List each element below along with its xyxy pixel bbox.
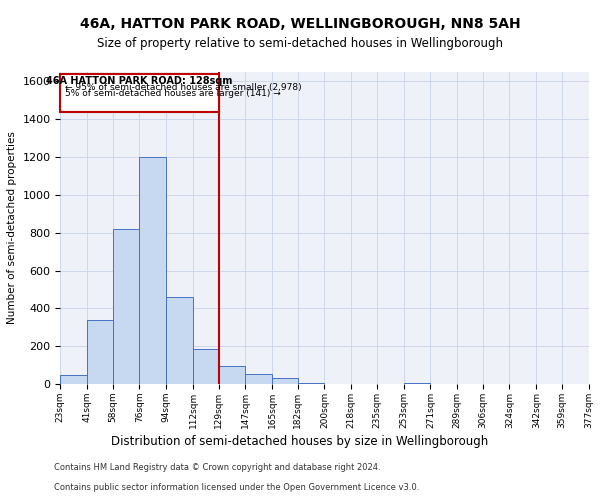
Text: ← 95% of semi-detached houses are smaller (2,978): ← 95% of semi-detached houses are smalle… — [65, 84, 301, 92]
Bar — [245, 374, 272, 384]
Bar — [139, 157, 166, 384]
Bar — [298, 383, 325, 384]
Bar — [113, 229, 139, 384]
Y-axis label: Number of semi-detached properties: Number of semi-detached properties — [7, 132, 17, 324]
Bar — [166, 297, 193, 384]
Bar — [61, 74, 218, 112]
Bar — [61, 374, 87, 384]
Bar — [87, 320, 113, 384]
Text: Distribution of semi-detached houses by size in Wellingborough: Distribution of semi-detached houses by … — [112, 435, 488, 448]
Text: Contains public sector information licensed under the Open Government Licence v3: Contains public sector information licen… — [54, 484, 419, 492]
Bar — [218, 366, 245, 384]
Text: Size of property relative to semi-detached houses in Wellingborough: Size of property relative to semi-detach… — [97, 38, 503, 51]
Bar — [193, 349, 218, 384]
Text: 46A HATTON PARK ROAD: 128sqm: 46A HATTON PARK ROAD: 128sqm — [46, 76, 233, 86]
Text: Contains HM Land Registry data © Crown copyright and database right 2024.: Contains HM Land Registry data © Crown c… — [54, 464, 380, 472]
Text: 46A, HATTON PARK ROAD, WELLINGBOROUGH, NN8 5AH: 46A, HATTON PARK ROAD, WELLINGBOROUGH, N… — [80, 18, 520, 32]
Bar — [404, 383, 430, 384]
Bar — [272, 378, 298, 384]
Text: 5% of semi-detached houses are larger (141) →: 5% of semi-detached houses are larger (1… — [65, 89, 281, 98]
